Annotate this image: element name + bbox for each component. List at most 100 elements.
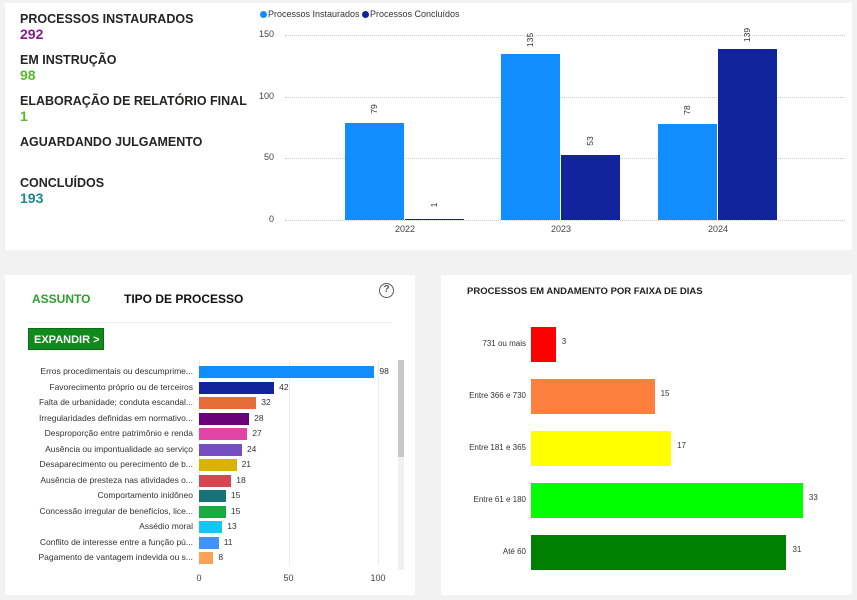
category-label: Desaparecimento ou perecimento de b...	[39, 459, 193, 469]
bar[interactable]	[199, 536, 219, 549]
bar[interactable]	[199, 521, 223, 533]
data-label: 53	[585, 135, 595, 146]
kpi-label: PROCESSOS INSTAURADOS	[20, 12, 194, 26]
category-label: Ausência ou impontualidade ao serviço	[45, 443, 193, 454]
bar[interactable]	[199, 443, 242, 456]
bar[interactable]	[199, 366, 375, 378]
bar-instaurados-2023[interactable]	[501, 53, 560, 220]
category-label: Entre 366 e 730	[469, 391, 526, 400]
bar[interactable]	[199, 428, 248, 440]
bar[interactable]	[199, 490, 226, 502]
kpi-label: EM INSTRUÇÃO	[20, 53, 117, 67]
gridline	[378, 360, 379, 565]
x-tick-label: 2023	[550, 224, 572, 234]
bar-instaurados-2024[interactable]	[658, 123, 717, 220]
data-label: 18	[236, 474, 246, 485]
bar-concluidos-2023[interactable]	[561, 154, 620, 220]
y-tick-label: 50	[263, 152, 274, 163]
bar[interactable]	[199, 459, 237, 471]
x-tick-label: 50	[283, 573, 294, 583]
category-label: Até 60	[502, 547, 526, 556]
kpi-label: CONCLUÍDOS	[20, 176, 105, 190]
data-label: 28	[254, 412, 264, 423]
data-label: 98	[379, 366, 389, 376]
bar[interactable]	[531, 535, 787, 570]
bar-concluidos-2022[interactable]	[405, 218, 464, 220]
data-label: 17	[677, 441, 686, 450]
data-label: 135	[525, 32, 535, 47]
bar[interactable]	[199, 412, 250, 425]
x-tick-label: 100	[370, 573, 386, 583]
x-tick-label: 2022	[394, 224, 416, 234]
tab-assunto[interactable]: ASSUNTO	[32, 292, 91, 306]
gridline	[285, 96, 845, 98]
data-label: 1	[429, 202, 439, 208]
data-label: 31	[792, 545, 802, 554]
category-label: Erros procedimentais ou descumprime...	[40, 366, 193, 376]
category-label: Entre 61 e 180	[473, 495, 526, 504]
category-label: Comportamento inidôneo	[97, 490, 193, 500]
x-tick-label: 0	[196, 573, 202, 583]
data-label: 15	[660, 389, 670, 398]
bar[interactable]	[199, 397, 257, 409]
scrollbar[interactable]	[398, 360, 404, 570]
data-label: 11	[223, 536, 233, 547]
category-label: Favorecimento próprio ou de terceiros	[49, 381, 193, 392]
gridline	[285, 35, 845, 36]
category-label: 731 ou mais	[482, 339, 526, 348]
gridline	[285, 220, 845, 221]
bar[interactable]	[199, 552, 214, 564]
data-label: 33	[808, 493, 818, 502]
kpi-value: 292	[20, 26, 44, 42]
kpi-value: 193	[20, 190, 44, 206]
bar[interactable]	[199, 505, 226, 518]
data-label: 21	[241, 459, 252, 469]
data-label: 8	[218, 552, 224, 562]
legend-marker	[362, 11, 369, 18]
category-label: Concessão irregular de benefícios, lice.…	[39, 505, 193, 516]
bar-concluidos-2024[interactable]	[718, 48, 777, 220]
kpi-label: ELABORAÇÃO DE RELATÓRIO FINAL	[20, 94, 247, 108]
data-label: 42	[279, 381, 289, 392]
scrollbar-thumb[interactable]	[398, 360, 404, 457]
y-tick-label: 100	[258, 90, 274, 101]
category-label: Assédio moral	[139, 521, 193, 531]
data-label: 24	[246, 443, 257, 454]
legend-label: Processos Concluídos	[370, 9, 460, 19]
category-label: Entre 181 e 365	[469, 443, 526, 452]
bar-instaurados-2022[interactable]	[345, 122, 404, 220]
data-label: 15	[230, 490, 241, 500]
legend-label: Processos Instaurados	[268, 9, 360, 19]
data-label: 79	[369, 103, 379, 114]
category-label: Conflito de interesse entre a função pú.…	[39, 536, 193, 547]
tab-tipo-de-processo[interactable]: TIPO DE PROCESSO	[124, 292, 244, 306]
category-label: Pagamento de vantagem indevida ou s...	[38, 552, 193, 562]
data-label: 13	[227, 521, 237, 531]
category-label: Irregularidades definidas em normativo..…	[38, 412, 193, 423]
y-tick-label: 0	[268, 214, 274, 224]
kpi-value: 98	[20, 67, 36, 83]
kpi-value: 1	[20, 108, 28, 124]
bar[interactable]	[199, 474, 232, 487]
bar[interactable]	[531, 431, 672, 466]
data-label: 27	[252, 428, 262, 438]
x-tick-label: 2024	[707, 224, 729, 234]
question-circle-icon[interactable]: ?	[379, 283, 394, 298]
data-label: 78	[682, 105, 692, 115]
category-label: Desproporção entre patrimônio e renda	[44, 428, 193, 438]
bar[interactable]	[531, 327, 556, 362]
data-label: 3	[561, 337, 567, 346]
divider	[28, 322, 392, 323]
category-label: Falta de urbanidade; conduta escandal...	[38, 397, 193, 407]
kpi-label: AGUARDANDO JULGAMENTO	[20, 135, 203, 149]
bar[interactable]	[531, 483, 803, 518]
legend-marker	[260, 11, 267, 18]
bar[interactable]	[531, 379, 655, 414]
category-label: Ausência de presteza nas atividades o...	[40, 474, 193, 485]
data-label: 139	[742, 27, 752, 42]
expand-button[interactable]: EXPANDIR >	[28, 328, 104, 350]
bar[interactable]	[199, 381, 275, 394]
data-label: 15	[230, 505, 241, 516]
data-label: 32	[261, 397, 271, 407]
gridline	[288, 360, 290, 565]
